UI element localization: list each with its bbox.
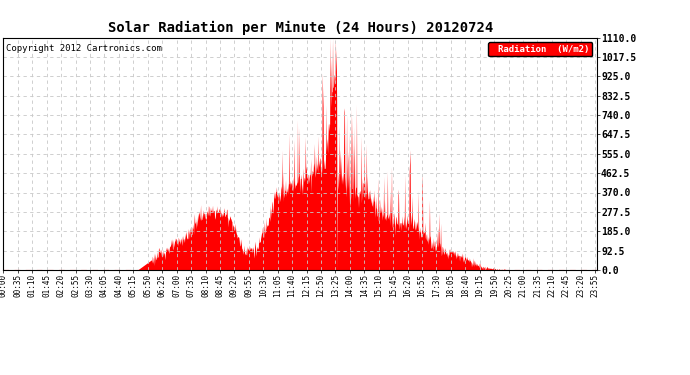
Title: Solar Radiation per Minute (24 Hours) 20120724: Solar Radiation per Minute (24 Hours) 20… [108, 21, 493, 35]
Legend: Radiation  (W/m2): Radiation (W/m2) [489, 42, 592, 56]
Text: Copyright 2012 Cartronics.com: Copyright 2012 Cartronics.com [6, 45, 162, 54]
